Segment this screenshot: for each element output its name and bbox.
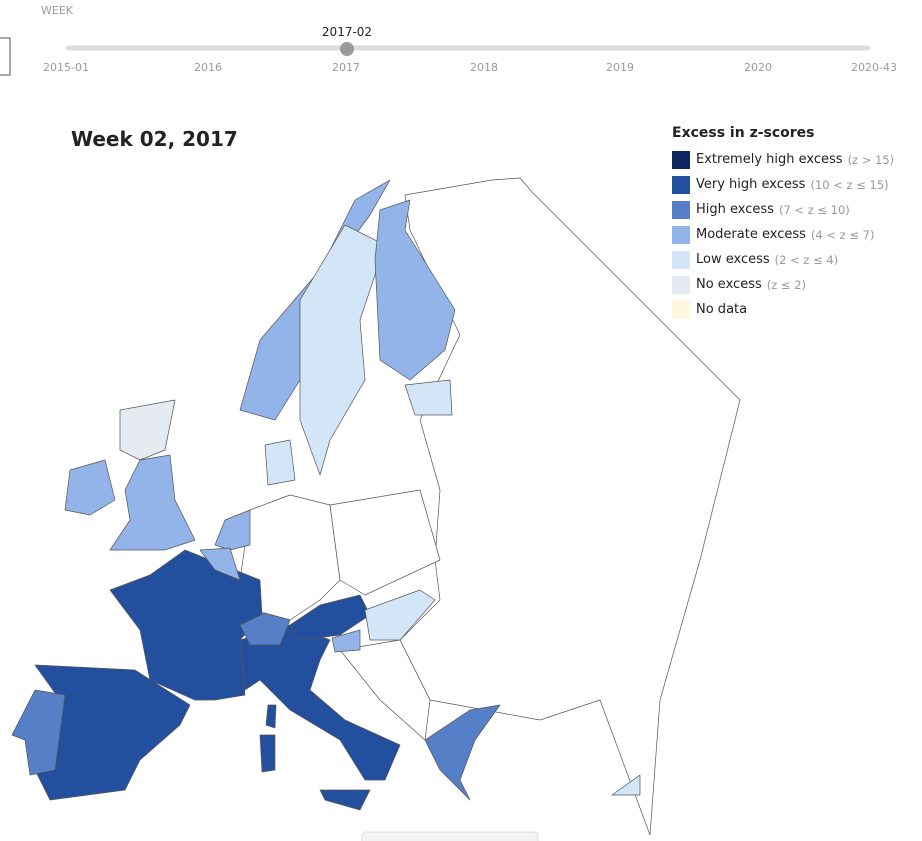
slider-tick-label: 2015-01 — [43, 61, 89, 74]
slider-tick-label: 2018 — [470, 61, 498, 74]
slider-tick-label: 2019 — [606, 61, 634, 74]
country[interactable] — [214, 509, 251, 551]
legend-range: (4 < z ≤ 7) — [810, 227, 875, 242]
slider-tick-label: 2016 — [194, 61, 222, 74]
legend-range: (2 < z ≤ 4) — [774, 252, 839, 267]
side-box[interactable] — [0, 37, 11, 76]
legend-label: No data — [696, 302, 748, 317]
country[interactable] — [119, 399, 176, 461]
country[interactable] — [239, 624, 401, 781]
legend-item: No data — [672, 297, 894, 322]
country[interactable] — [319, 789, 371, 811]
country[interactable] — [339, 639, 431, 741]
country[interactable] — [239, 612, 291, 646]
country[interactable] — [424, 704, 501, 801]
country[interactable] — [404, 379, 453, 416]
country[interactable] — [364, 589, 436, 641]
country[interactable] — [329, 489, 441, 596]
legend-swatch — [672, 175, 690, 194]
country[interactable] — [374, 199, 456, 381]
country[interactable] — [264, 439, 296, 486]
legend-label: Moderate excess — [696, 227, 806, 242]
legend-title: Excess in z-scores — [672, 125, 815, 141]
country[interactable] — [109, 549, 263, 701]
legend-item: Very high excess (10 < z ≤ 15) — [672, 172, 894, 197]
legend-swatch — [672, 225, 690, 244]
legend-swatch — [672, 200, 690, 219]
map-title: Week 02, 2017 — [71, 127, 238, 151]
country[interactable] — [611, 774, 641, 796]
country[interactable] — [259, 734, 276, 773]
slider-tick-label: 2020-43 — [851, 61, 897, 74]
slider-tick-label: 2017 — [332, 61, 360, 74]
legend-item: Extremely high excess (z > 15) — [672, 147, 894, 172]
bottom-card — [361, 831, 539, 841]
country[interactable] — [64, 459, 116, 516]
country[interactable] — [331, 629, 361, 653]
slider-label: WEEK — [41, 4, 74, 17]
legend-item: Moderate excess (4 < z ≤ 7) — [672, 222, 894, 247]
legend-item: High excess (7 < z ≤ 10) — [672, 197, 894, 222]
legend-swatch — [672, 275, 690, 294]
legend: Excess in z-scores Extremely high excess… — [672, 125, 894, 322]
legend-range: (z > 15) — [847, 152, 895, 167]
country[interactable] — [239, 179, 391, 421]
legend-range: (z ≤ 2) — [766, 277, 807, 292]
legend-label: No excess — [696, 277, 762, 292]
legend-item: Low excess (2 < z ≤ 4) — [672, 247, 894, 272]
country[interactable] — [199, 547, 241, 581]
legend-swatch — [672, 300, 690, 319]
country[interactable] — [299, 224, 386, 476]
legend-label: Extremely high excess — [696, 152, 843, 167]
legend-label: Low excess — [696, 252, 770, 267]
legend-range: (10 < z ≤ 15) — [810, 177, 889, 192]
country[interactable] — [11, 689, 66, 776]
legend-item: No excess (z ≤ 2) — [672, 272, 894, 297]
legend-swatch — [672, 150, 690, 169]
legend-label: Very high excess — [696, 177, 806, 192]
legend-range: (7 < z ≤ 10) — [778, 202, 850, 217]
slider-ticks: 2015-01 2016 2017 2018 2019 2020 2020-43 — [43, 61, 897, 74]
map — [11, 177, 741, 836]
slider-value: 2017-02 — [322, 25, 372, 39]
country[interactable] — [109, 454, 196, 551]
country[interactable] — [265, 704, 277, 729]
legend-swatch — [672, 250, 690, 269]
slider-handle[interactable] — [340, 42, 354, 56]
slider-tick-label: 2020 — [744, 61, 772, 74]
legend-label: High excess — [696, 202, 774, 217]
